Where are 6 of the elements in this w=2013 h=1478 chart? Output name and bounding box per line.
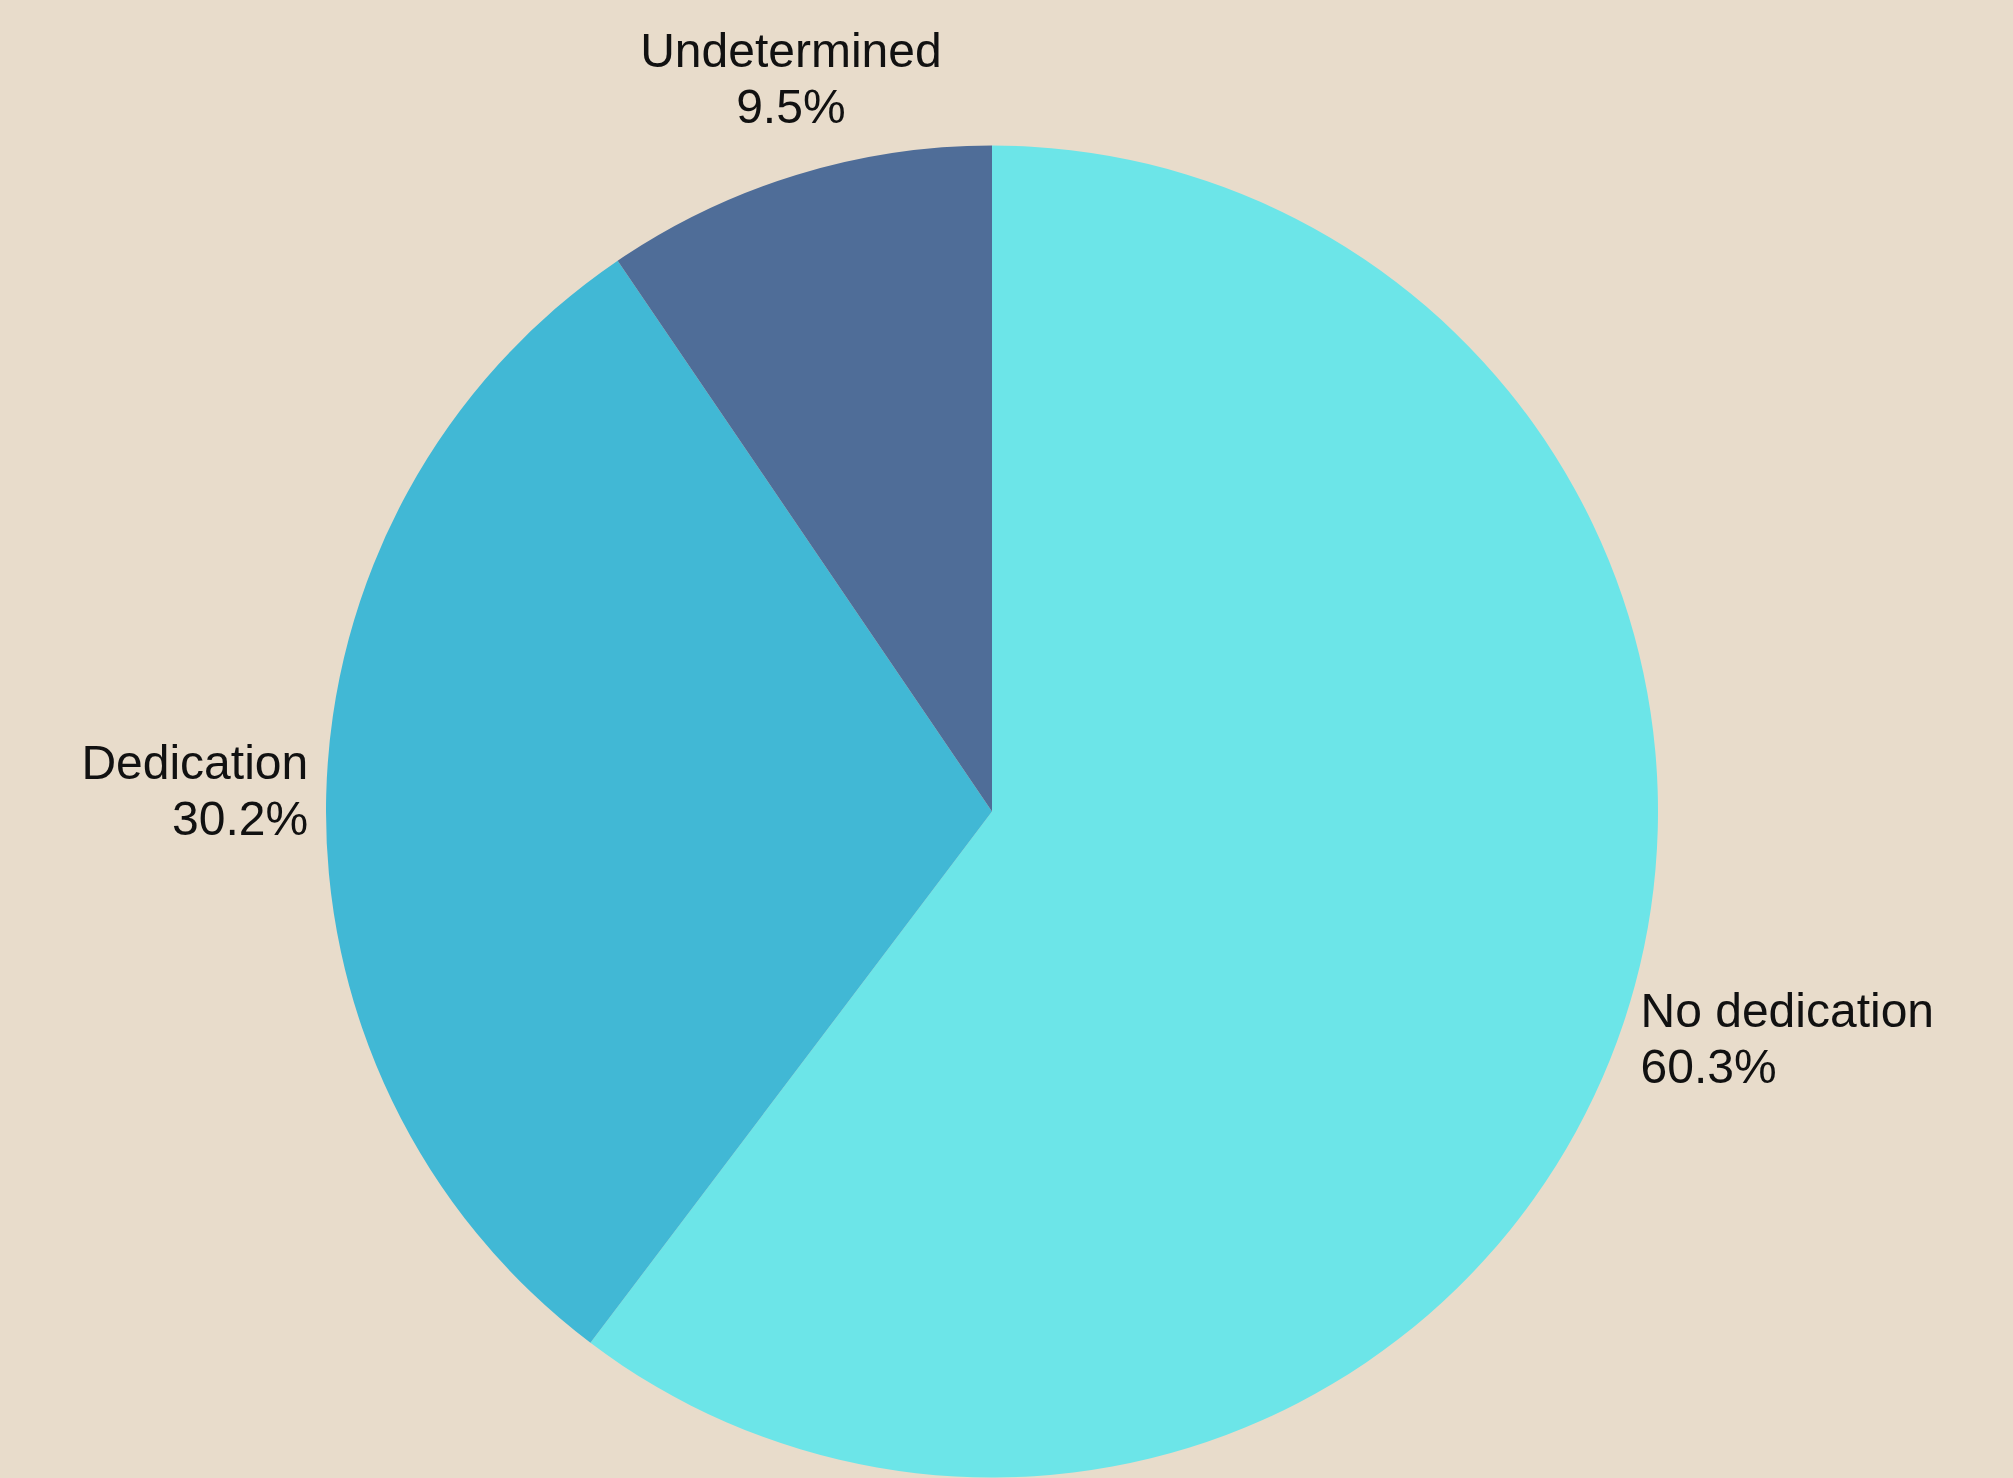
data-label: 9.5%: [736, 79, 846, 133]
slice-label: Dedication: [81, 735, 309, 789]
data-label: 30.2%: [172, 791, 309, 845]
data-label: 60.3%: [1640, 1039, 1777, 1093]
slice-label: Undetermined: [640, 23, 942, 77]
slice-label: No dedication: [1640, 983, 1935, 1037]
